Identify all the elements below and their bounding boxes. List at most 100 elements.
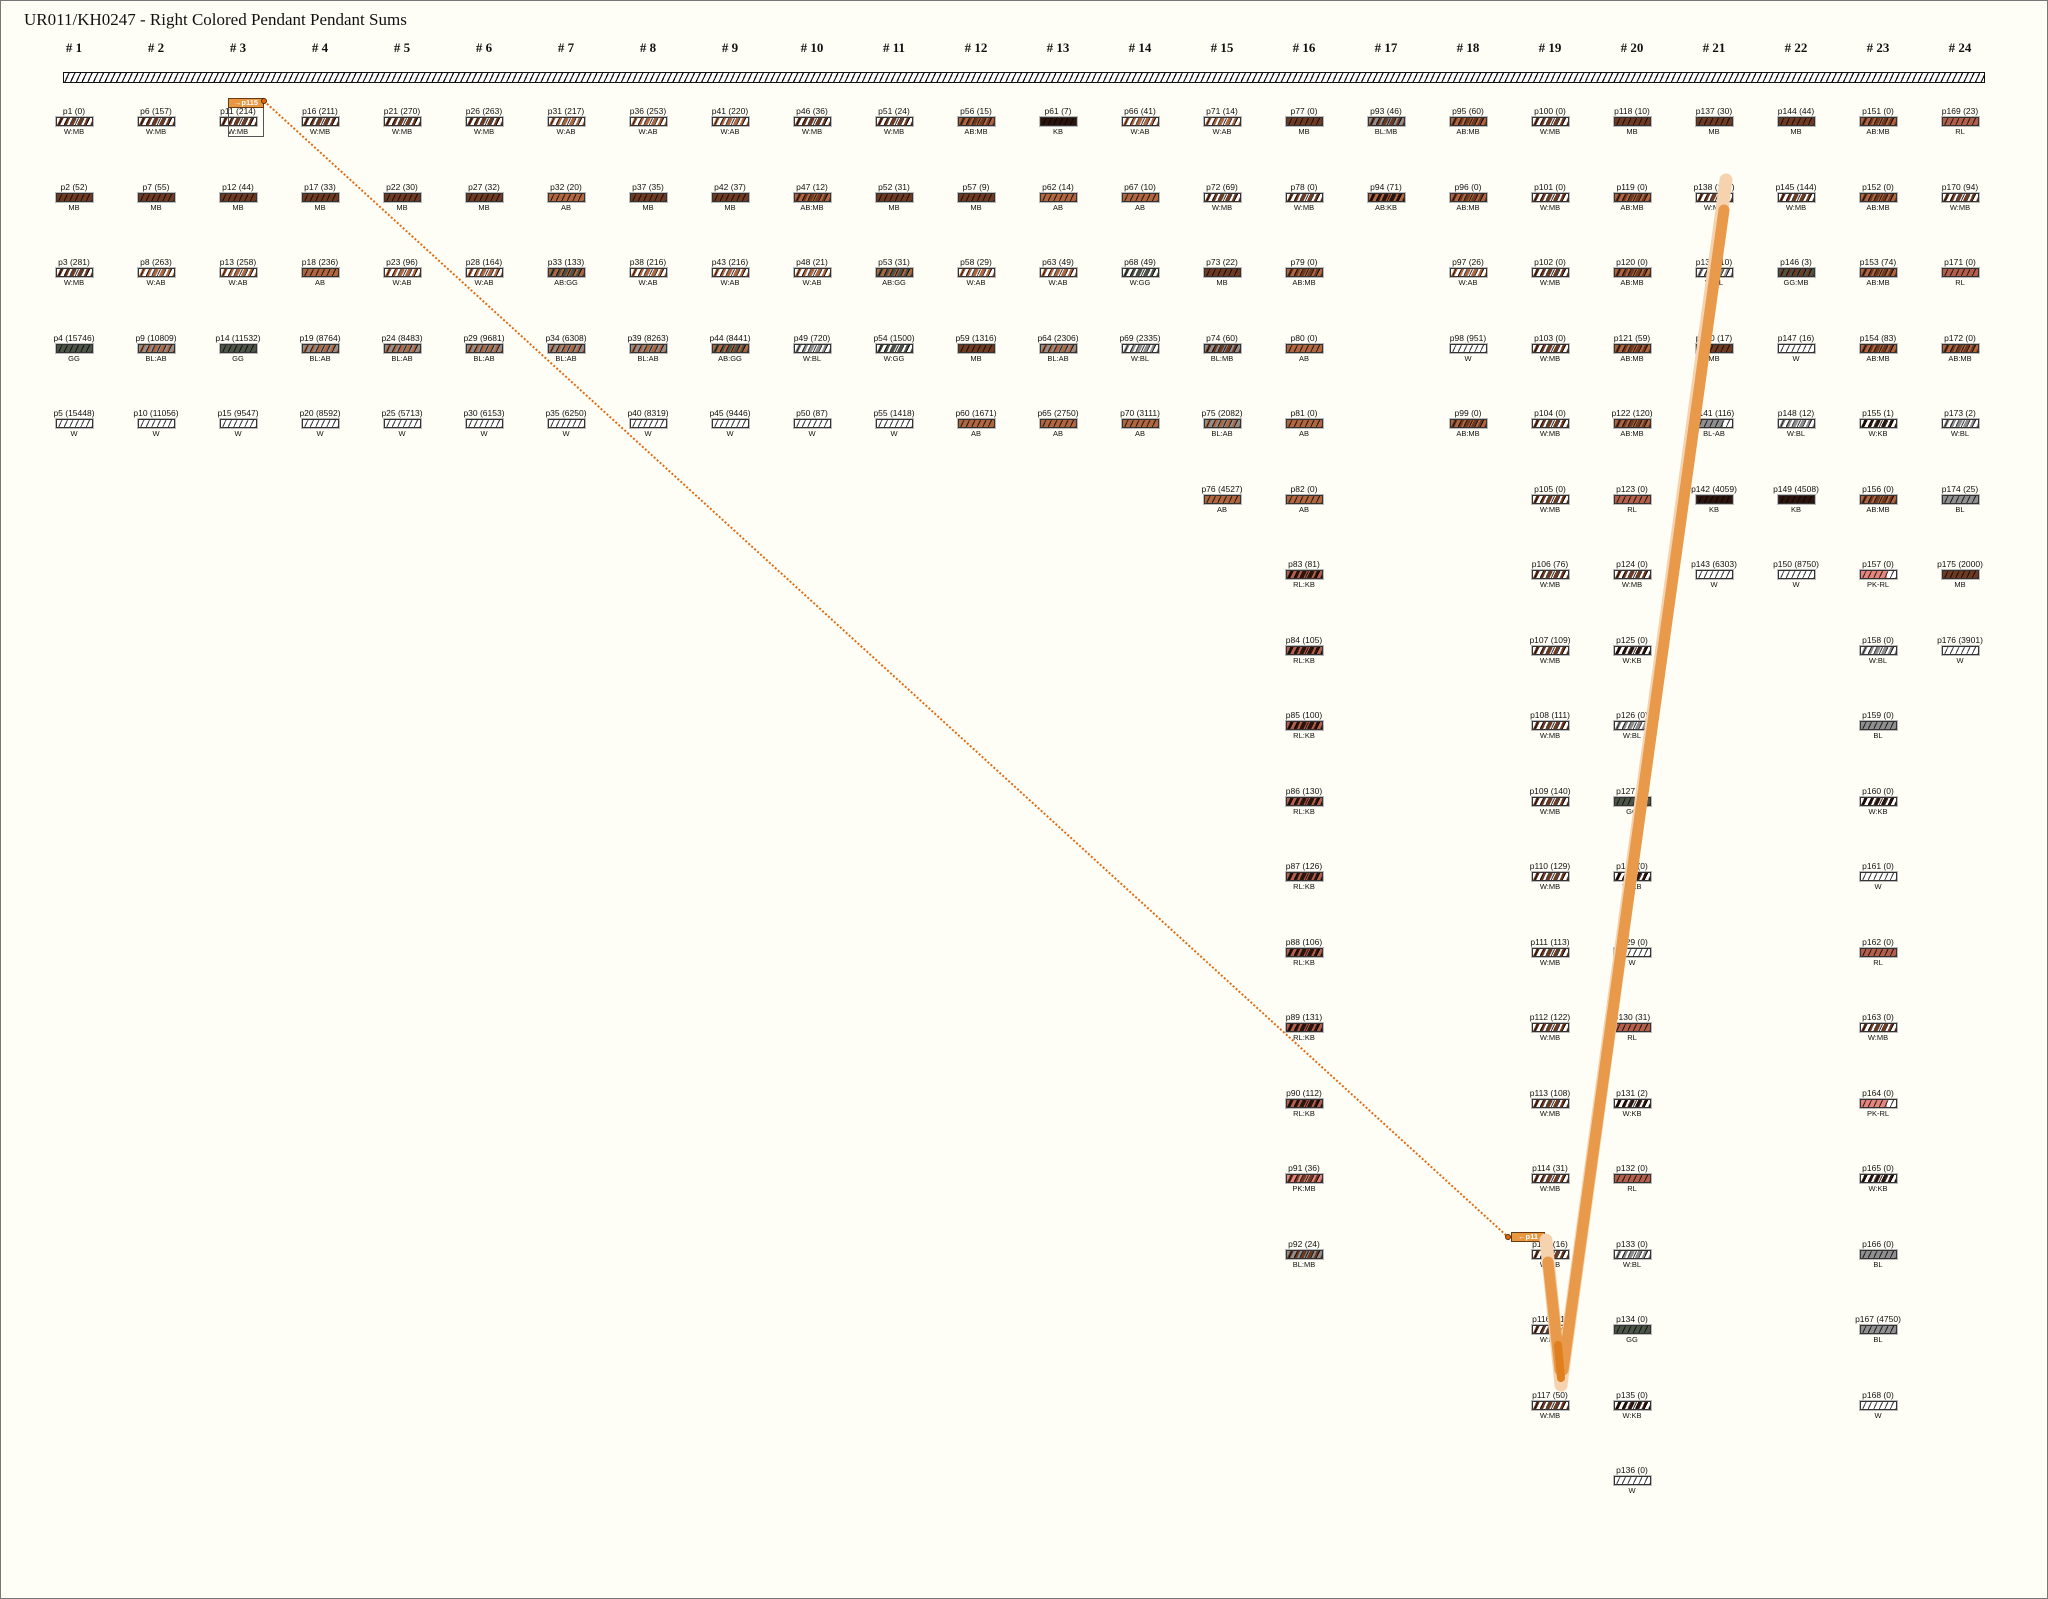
pendant[interactable]: p150 (8750) W (1766, 560, 1826, 590)
pendant[interactable]: p16 (211) W:MB (290, 107, 350, 136)
pendant[interactable]: p61 (7) KB (1028, 107, 1088, 136)
pendant[interactable]: p81 (0) AB (1274, 409, 1334, 438)
pendant[interactable]: p22 (30) MB (372, 182, 432, 212)
pendant[interactable]: p7 (55) MB (126, 182, 186, 212)
pendant[interactable]: p138 (107) W:MB (1684, 182, 1744, 212)
pendant[interactable]: p44 (8441) AB:GG (700, 333, 760, 363)
pendant[interactable]: p128 (0) W:KB (1602, 862, 1662, 891)
pendant[interactable]: p15 (9547) W (208, 409, 268, 439)
pendant[interactable]: p93 (46) BL:MB (1356, 107, 1416, 136)
pendant[interactable]: p6 (157) W:MB (126, 107, 186, 136)
pendant[interactable]: p174 (25) BL (1930, 484, 1990, 514)
pendant[interactable]: p14 (11532) GG (208, 333, 268, 363)
pendant[interactable]: p129 (0) W (1602, 937, 1662, 967)
pendant[interactable]: p31 (217) W:AB (536, 107, 596, 136)
pendant[interactable]: p37 (35) MB (618, 182, 678, 212)
pendant[interactable]: p104 (0) W:MB (1520, 409, 1580, 438)
pendant[interactable]: p35 (6250) W (536, 409, 596, 439)
pendant[interactable]: p5 (15448) W (44, 409, 104, 439)
pendant[interactable]: p106 (76) W:MB (1520, 560, 1580, 589)
pendant[interactable]: p123 (0) RL (1602, 484, 1662, 514)
pendant[interactable]: p39 (8263) BL:AB (618, 333, 678, 363)
pendant[interactable]: p157 (0) PK-RL (1848, 560, 1908, 589)
pendant[interactable]: p142 (4059) KB (1684, 484, 1744, 514)
pendant[interactable]: p147 (16) W (1766, 333, 1826, 363)
pendant[interactable]: p34 (6308) BL:AB (536, 333, 596, 363)
pendant[interactable]: p162 (0) RL (1848, 937, 1908, 967)
pendant[interactable]: p170 (94) W:MB (1930, 182, 1990, 212)
pendant[interactable]: p167 (4750) BL (1848, 1315, 1908, 1345)
pendant[interactable]: p82 (0) AB (1274, 484, 1334, 514)
pendant[interactable]: p99 (0) AB:MB (1438, 409, 1498, 438)
pendant[interactable]: p105 (0) W:MB (1520, 484, 1580, 514)
pendant[interactable]: p9 (10809) BL:AB (126, 333, 186, 363)
pendant[interactable]: p171 (0) RL (1930, 258, 1990, 287)
pendant[interactable]: p85 (100) RL:KB (1274, 711, 1334, 740)
pendant[interactable]: p134 (0) GG (1602, 1315, 1662, 1344)
pendant[interactable]: p78 (0) W:MB (1274, 182, 1334, 212)
pendant[interactable]: p25 (5713) W (372, 409, 432, 439)
pendant[interactable]: p71 (14) W:AB (1192, 107, 1252, 136)
pendant[interactable]: p121 (59) AB:MB (1602, 333, 1662, 363)
pendant[interactable]: p146 (3) GG:MB (1766, 258, 1826, 287)
pendant[interactable]: p133 (0) W:BL (1602, 1239, 1662, 1269)
pendant[interactable]: p116 (41) W:MB (1520, 1315, 1580, 1344)
pendant[interactable]: p10 (11056) W (126, 409, 186, 439)
pendant[interactable]: p166 (0) BL (1848, 1239, 1908, 1269)
pendant[interactable]: p21 (270) W:MB (372, 107, 432, 136)
pendant[interactable]: p51 (24) W:MB (864, 107, 924, 136)
pendant[interactable]: p107 (109) W:MB (1520, 635, 1580, 665)
pendant[interactable]: p69 (2335) W:BL (1110, 333, 1170, 363)
pendant[interactable]: p72 (69) W:MB (1192, 182, 1252, 212)
pendant[interactable]: p164 (0) PK-RL (1848, 1088, 1908, 1118)
pendant[interactable]: p76 (4527) AB (1192, 484, 1252, 514)
pendant[interactable]: p127 (5) GG (1602, 786, 1662, 816)
pendant[interactable]: p11 (214) W:MB (208, 107, 268, 136)
pendant[interactable]: p161 (0) W (1848, 862, 1908, 891)
pendant[interactable]: p58 (29) W:AB (946, 258, 1006, 287)
pendant[interactable]: p110 (129) W:MB (1520, 862, 1580, 892)
pendant[interactable]: p165 (0) W:KB (1848, 1164, 1908, 1193)
pendant[interactable]: p148 (12) W:BL (1766, 409, 1826, 438)
pendant[interactable]: p155 (1) W:KB (1848, 409, 1908, 438)
pendant[interactable]: p80 (0) AB (1274, 333, 1334, 363)
pendant[interactable]: p149 (4508) KB (1766, 484, 1826, 514)
pendant[interactable]: p2 (52) MB (44, 182, 104, 212)
pendant[interactable]: p56 (15) AB:MB (946, 107, 1006, 136)
pendant[interactable]: p96 (0) AB:MB (1438, 182, 1498, 212)
pendant[interactable]: p109 (140) W:MB (1520, 786, 1580, 816)
pendant[interactable]: p59 (1316) MB (946, 333, 1006, 363)
pendant[interactable]: p91 (36) PK:MB (1274, 1164, 1334, 1193)
pendant[interactable]: p145 (144) W:MB (1766, 182, 1826, 212)
pendant[interactable]: p17 (33) MB (290, 182, 350, 212)
pendant[interactable]: p125 (0) W:KB (1602, 635, 1662, 665)
pendant[interactable]: p63 (49) W:AB (1028, 258, 1088, 287)
pendant[interactable]: p169 (23) RL (1930, 107, 1990, 136)
pendant[interactable]: p92 (24) BL:MB (1274, 1239, 1334, 1269)
pendant[interactable]: p95 (60) AB:MB (1438, 107, 1498, 136)
pendant[interactable]: p88 (106) RL:KB (1274, 937, 1334, 967)
pendant[interactable]: p89 (131) RL:KB (1274, 1013, 1334, 1042)
pendant[interactable]: p115 (16) W:MB (1520, 1239, 1580, 1269)
pendant[interactable]: p19 (8764) BL:AB (290, 333, 350, 363)
pendant[interactable]: p175 (2000) MB (1930, 560, 1990, 590)
pendant[interactable]: p67 (10) AB (1110, 182, 1170, 212)
source-link-tag[interactable]: →p115 (228, 98, 264, 108)
pendant[interactable]: p101 (0) W:MB (1520, 182, 1580, 212)
pendant[interactable]: p65 (2750) AB (1028, 409, 1088, 439)
pendant[interactable]: p114 (31) W:MB (1520, 1164, 1580, 1193)
pendant[interactable]: p158 (0) W:BL (1848, 635, 1908, 665)
pendant[interactable]: p140 (17) MB (1684, 333, 1744, 363)
pendant[interactable]: p46 (36) W:MB (782, 107, 842, 136)
pendant[interactable]: p29 (9681) BL:AB (454, 333, 514, 363)
pendant[interactable]: p173 (2) W:BL (1930, 409, 1990, 438)
pendant[interactable]: p54 (1500) W:GG (864, 333, 924, 363)
pendant[interactable]: p156 (0) AB:MB (1848, 484, 1908, 514)
pendant[interactable]: p98 (951) W (1438, 333, 1498, 363)
pendant[interactable]: p112 (122) W:MB (1520, 1013, 1580, 1043)
pendant[interactable]: p24 (8483) BL:AB (372, 333, 432, 363)
pendant[interactable]: p172 (0) AB:MB (1930, 333, 1990, 363)
pendant[interactable]: p68 (49) W:GG (1110, 258, 1170, 287)
pendant[interactable]: p144 (44) MB (1766, 107, 1826, 136)
pendant[interactable]: p130 (31) RL (1602, 1013, 1662, 1042)
